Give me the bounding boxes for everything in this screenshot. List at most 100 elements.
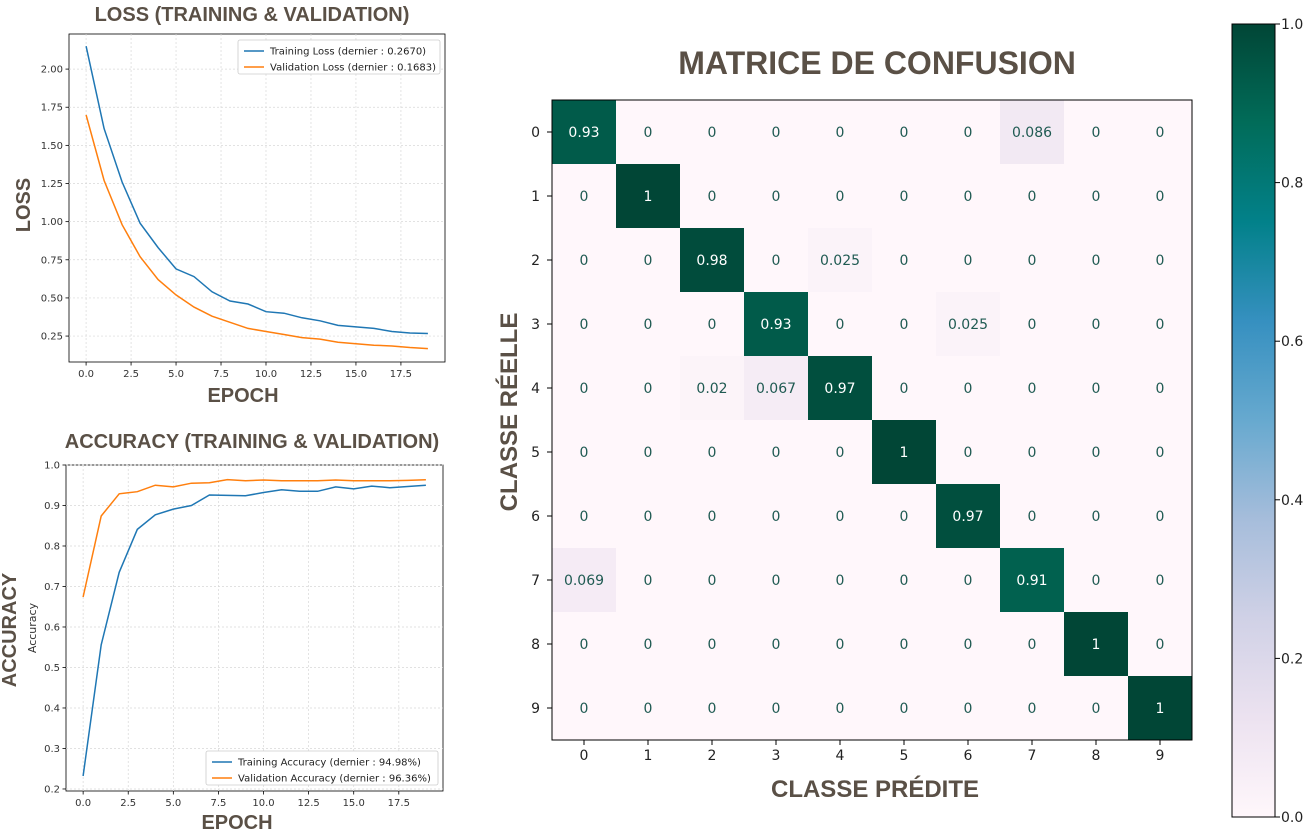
colorbar: 0.0 0.2 0.4 0.6 0.8 1.0	[1231, 17, 1303, 826]
confusion-matrix-cell-label: 0	[708, 573, 717, 589]
confusion-matrix-title: MATRICE DE CONFUSION	[678, 45, 1076, 81]
confusion-matrix-cell	[1128, 612, 1193, 677]
loss-chart-xlabel: EPOCH	[207, 385, 278, 407]
accuracy-y-tick-label: 0.2	[44, 784, 60, 795]
confusion-matrix-xlabel: CLASSE PRÉDITE	[771, 775, 979, 803]
confusion-matrix-cell	[744, 164, 809, 229]
confusion-matrix-cell-label: 0	[900, 701, 909, 717]
confusion-matrix-cell	[680, 484, 745, 549]
loss-x-tick-label: 17.5	[390, 369, 412, 380]
confusion-matrix-cell-label: 1	[1092, 637, 1101, 653]
confusion-matrix-cell-label: 0	[1156, 253, 1165, 269]
confusion-matrix-cell	[872, 100, 937, 165]
confusion-matrix-cell	[616, 420, 681, 485]
confusion-matrix-cell-label: 0	[836, 573, 845, 589]
accuracy-chart: ACCURACY (TRAINING & VALIDATION) ACCURAC…	[0, 431, 444, 834]
confusion-matrix-cell-label: 0	[1156, 573, 1165, 589]
confusion-matrix-cell-label: 0	[1028, 381, 1037, 397]
confusion-matrix-cell-label: 0.069	[564, 573, 604, 589]
confusion-matrix-cell	[616, 356, 681, 421]
confusion-matrix-cell-label: 0	[1156, 189, 1165, 205]
confusion-matrix-cell-label: 0.02	[696, 381, 727, 397]
confusion-matrix-cell-label: 0	[708, 189, 717, 205]
accuracy-series-line-2	[82, 478, 426, 598]
loss-y-tick-label: 1.25	[41, 179, 63, 190]
confusion-matrix-cell	[1000, 292, 1065, 357]
confusion-matrix-cell	[936, 292, 1001, 357]
confusion-matrix-cell-label: 0	[580, 637, 589, 653]
confusion-matrix-cell-label: 0	[964, 445, 973, 461]
confusion-matrix-cell-label: 0	[900, 509, 909, 525]
confusion-matrix-y-tick-label: 0	[531, 125, 540, 141]
loss-chart-ylabel: LOSS	[13, 178, 35, 232]
confusion-matrix-cell-label: 0	[772, 445, 781, 461]
confusion-matrix-cell-label: 0	[1156, 125, 1165, 141]
confusion-matrix-cell	[552, 676, 617, 741]
confusion-matrix-y-tick-label: 4	[531, 381, 540, 397]
confusion-matrix-cell	[1000, 548, 1065, 613]
confusion-matrix-x-tick-label: 6	[964, 748, 973, 764]
confusion-matrix-cell	[1000, 164, 1065, 229]
confusion-matrix-cell-label: 0	[1028, 445, 1037, 461]
accuracy-chart-xlabel: EPOCH	[201, 812, 272, 834]
confusion-matrix-cell-label: 0.025	[820, 253, 860, 269]
confusion-matrix-cell-label: 0	[772, 125, 781, 141]
loss-legend-label: Training Loss (dernier : 0.2670)	[269, 47, 426, 58]
confusion-matrix-cell-label: 0	[708, 701, 717, 717]
confusion-matrix-cell	[872, 228, 937, 293]
accuracy-x-tick-label: 10.0	[252, 798, 274, 809]
accuracy-x-tick-label: 7.5	[210, 798, 226, 809]
loss-legend-label: Validation Loss (dernier : 0.1683)	[270, 63, 436, 74]
confusion-matrix-cell-label: 0	[772, 253, 781, 269]
confusion-matrix-cell-label: 0	[964, 637, 973, 653]
confusion-matrix-y-tick-label: 2	[531, 253, 540, 269]
confusion-matrix-cell-label: 0	[836, 637, 845, 653]
confusion-matrix-cell	[1128, 356, 1193, 421]
loss-y-tick-label: 1.50	[41, 141, 63, 152]
confusion-matrix-cell-label: 1	[644, 189, 653, 205]
confusion-matrix-cell	[552, 100, 617, 165]
confusion-matrix-cell	[616, 164, 681, 229]
confusion-matrix-cell	[680, 356, 745, 421]
confusion-matrix-cell	[872, 164, 937, 229]
accuracy-x-tick-label: 2.5	[120, 798, 136, 809]
confusion-matrix-cell	[936, 356, 1001, 421]
confusion-matrix-cell	[552, 484, 617, 549]
confusion-matrix-cell	[744, 356, 809, 421]
confusion-matrix-cell	[808, 164, 873, 229]
confusion-matrix: MATRICE DE CONFUSION CLASSE RÉELLE CLASS…	[495, 45, 1193, 803]
accuracy-y-tick-label: 1.0	[44, 461, 60, 472]
confusion-matrix-cell	[616, 548, 681, 613]
confusion-matrix-cell	[936, 420, 1001, 485]
confusion-matrix-y-tick-label: 3	[531, 317, 540, 333]
confusion-matrix-cell	[744, 484, 809, 549]
colorbar-tick-label: 1.0	[1281, 17, 1303, 33]
confusion-matrix-frame	[551, 99, 1193, 741]
confusion-matrix-cell	[744, 420, 809, 485]
confusion-matrix-cell	[1128, 228, 1193, 293]
confusion-matrix-cell	[872, 548, 937, 613]
confusion-matrix-cell-label: 0	[836, 701, 845, 717]
confusion-matrix-cell	[1000, 612, 1065, 677]
confusion-matrix-cell-label: 0	[900, 317, 909, 333]
confusion-matrix-cell-label: 0.025	[948, 317, 988, 333]
loss-chart-title: LOSS (TRAINING & VALIDATION)	[95, 4, 410, 26]
confusion-matrix-cell-label: 0	[964, 125, 973, 141]
confusion-matrix-cell	[552, 548, 617, 613]
confusion-matrix-cell-label: 0	[644, 573, 653, 589]
confusion-matrix-cell-label: 1	[900, 445, 909, 461]
confusion-matrix-cell	[936, 612, 1001, 677]
confusion-matrix-cell-label: 0.98	[696, 253, 727, 269]
confusion-matrix-y-tick-label: 8	[531, 637, 540, 653]
confusion-matrix-cell	[872, 420, 937, 485]
confusion-matrix-cell-label: 0.067	[756, 381, 796, 397]
confusion-matrix-cell	[616, 676, 681, 741]
confusion-matrix-cell	[872, 612, 937, 677]
confusion-matrix-cell-label: 0	[836, 509, 845, 525]
confusion-matrix-cell	[936, 548, 1001, 613]
confusion-matrix-cell	[1064, 612, 1129, 677]
confusion-matrix-cell-label: 0	[772, 573, 781, 589]
confusion-matrix-cell-label: 0	[1028, 189, 1037, 205]
loss-x-tick-label: 12.5	[300, 369, 322, 380]
accuracy-plot-area	[65, 464, 444, 792]
